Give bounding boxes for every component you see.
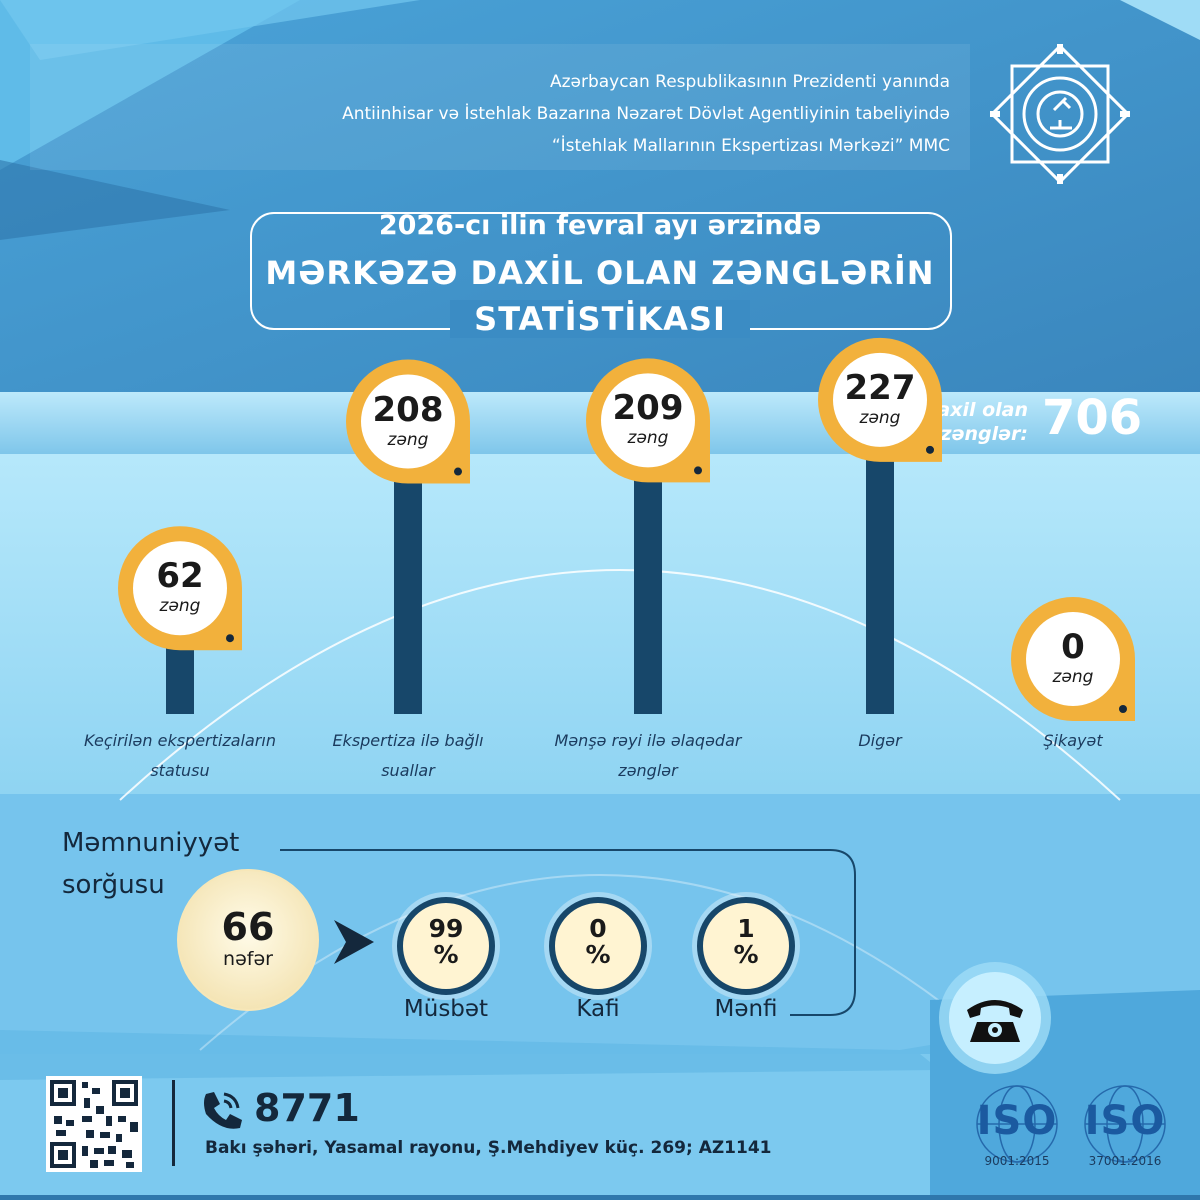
value-bubble-4 <box>1011 597 1135 721</box>
iso-badges <box>976 1085 1166 1163</box>
bubble-inner-2 <box>601 373 695 468</box>
bubble-dot-3 <box>926 445 934 454</box>
microscope-star-emblem-icon <box>990 43 1130 185</box>
qr-code-icon <box>46 1076 142 1172</box>
result-unit: % <box>433 940 459 969</box>
survey-results-rings <box>392 892 800 1000</box>
data-unit-4: zəng <box>1052 667 1094 687</box>
total-value: 706 <box>1042 390 1143 446</box>
data-unit-2: zəng <box>627 428 669 449</box>
iso-9001-code: 9001:2015 <box>984 1154 1050 1168</box>
result-ring-1 <box>549 897 647 995</box>
bubble-dot-4 <box>1119 705 1127 713</box>
telephone-badge <box>939 962 1051 1074</box>
result-ring-2 <box>697 897 795 995</box>
total-label-line-1: daxil olan <box>923 399 1028 421</box>
phone-call-icon <box>204 1092 242 1129</box>
survey-title: Məmnuniyyət sorğusu <box>62 822 239 906</box>
header-text: Azərbaycan Respublikasının Prezidenti ya… <box>230 66 950 162</box>
category-label-line: Mənşə rəyi ilə əlaqədar <box>554 731 742 750</box>
respondent-unit: nəfər <box>223 948 273 970</box>
category-label-line: zənglər <box>618 761 678 780</box>
data-label-4: 0 <box>1061 627 1085 667</box>
value-bubble-3 <box>818 337 942 462</box>
telephone-icon <box>967 1000 1023 1042</box>
bubble-dot-2 <box>694 466 702 475</box>
title-heading-2: STATİSTİKASI <box>450 300 750 338</box>
data-label-3: 227 <box>844 367 916 408</box>
result-label-1: Kafi <box>576 996 620 1022</box>
bar-1 <box>394 476 422 714</box>
category-label-line: Keçirilən ekspertizaların <box>84 731 276 750</box>
result-number: 99 <box>428 914 464 943</box>
category-label-line: statusu <box>150 761 210 780</box>
data-label-0: 62 <box>156 556 204 597</box>
category-label-3: Digər <box>760 726 1000 756</box>
result-unit: % <box>585 940 611 969</box>
title-period: 2026-cı ilin fevral ayı ərzində <box>378 210 822 241</box>
survey-title-line-1: Məmnuniyyət <box>62 828 240 858</box>
category-label-line: suallar <box>381 761 435 780</box>
category-label-4: Şikayət <box>953 726 1193 756</box>
respondent-count-circle <box>177 869 319 1011</box>
bar-0 <box>166 643 194 714</box>
bubble-inner-4 <box>1026 612 1120 706</box>
bubble-inner-1 <box>361 374 455 469</box>
survey-graphics <box>177 869 374 1011</box>
header-line-3: “İstehlak Mallarının Ekspertizası Mərkəz… <box>551 136 950 156</box>
result-ring-0 <box>397 897 495 995</box>
address: Bakı şəhəri, Yasamal rayonu, Ş.Mehdiyev … <box>205 1138 772 1158</box>
result-number: 0 <box>589 914 607 943</box>
title-heading: MƏRKƏZƏ DAXİL OLAN ZƏNGLƏRİN <box>265 254 935 292</box>
bar-chart <box>117 337 1135 721</box>
result-value-1: 0% <box>548 916 648 968</box>
bubble-inner-0 <box>133 541 227 636</box>
bubble-dot-1 <box>454 467 462 476</box>
category-label-line: Şikayət <box>1043 731 1103 750</box>
result-unit: % <box>733 940 759 969</box>
iso-37001-logo: ISO <box>1084 1098 1166 1144</box>
result-number: 1 <box>737 914 755 943</box>
phone-number: 8771 <box>254 1086 360 1130</box>
result-label-0: Müsbət <box>403 996 489 1022</box>
category-label-0: Keçirilən ekspertizaların statusu <box>60 726 300 786</box>
value-bubble-2 <box>586 358 710 483</box>
arrow-right-icon <box>334 920 374 964</box>
bar-2 <box>634 475 662 714</box>
category-label-line: Digər <box>858 731 902 750</box>
category-label-1: Ekspertiza ilə bağlı suallar <box>288 726 528 786</box>
respondent-count: 66 <box>221 905 275 949</box>
value-bubble-1 <box>346 359 470 484</box>
bar-3 <box>866 454 894 714</box>
data-unit-0: zəng <box>159 596 201 617</box>
category-label-line: Ekspertiza ilə bağlı <box>332 731 484 750</box>
result-label-2: Mənfi <box>714 996 778 1022</box>
data-label-2: 209 <box>612 388 684 429</box>
header-line-1: Azərbaycan Respublikasının Prezidenti ya… <box>549 72 950 92</box>
bubble-inner-3 <box>833 352 927 447</box>
result-value-2: 1% <box>696 916 796 968</box>
header-line-2: Antiinhisar və İstehlak Bazarına Nəzarət… <box>342 104 950 124</box>
data-unit-3: zəng <box>859 407 901 428</box>
bubble-dot-0 <box>226 634 234 643</box>
value-bubble-0 <box>117 526 242 651</box>
data-label-1: 208 <box>372 389 444 430</box>
total-label-line-2: zənglər: <box>940 423 1028 445</box>
total-label: daxil olan zənglər: <box>880 398 1028 446</box>
result-value-0: 99% <box>396 916 496 968</box>
survey-title-line-2: sorğusu <box>62 870 165 900</box>
iso-37001-code: 37001:2016 <box>1088 1154 1162 1168</box>
category-label-2: Mənşə rəyi ilə əlaqədar zənglər <box>528 726 768 786</box>
iso-9001-logo: ISO <box>976 1098 1058 1144</box>
data-unit-1: zəng <box>387 429 429 450</box>
